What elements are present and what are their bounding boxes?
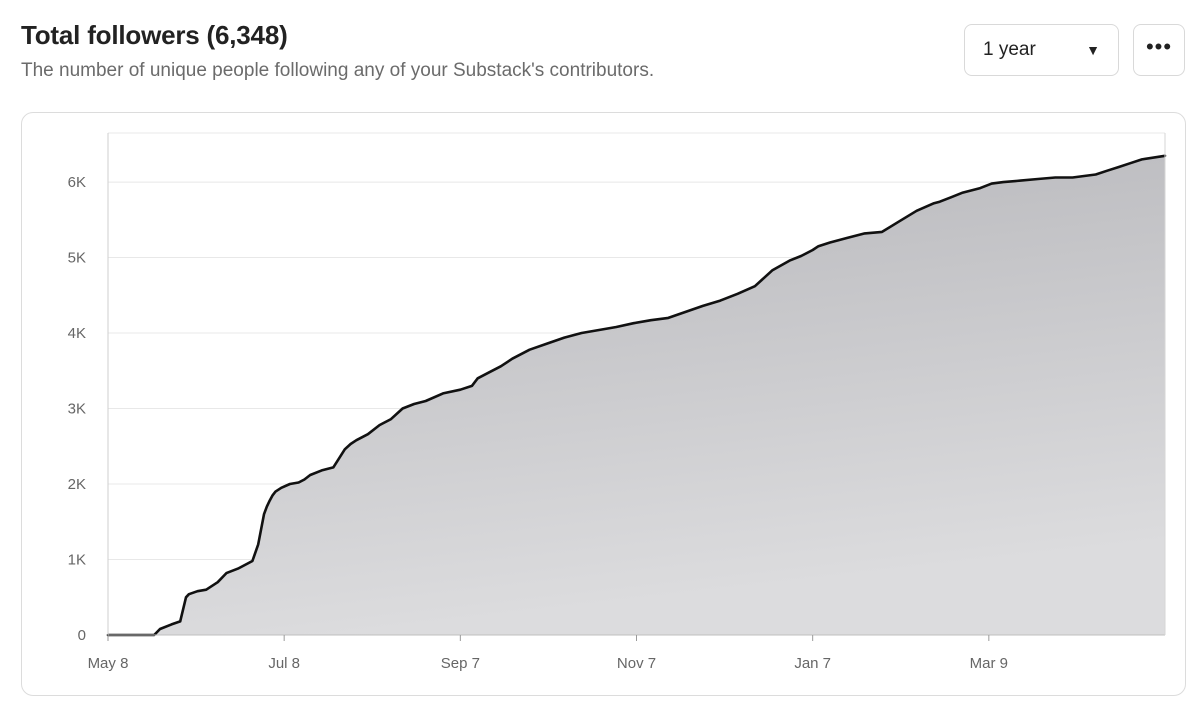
x-tick-label: Jul 8 xyxy=(268,655,300,672)
area-fill xyxy=(108,155,1165,636)
time-range-value: 1 year xyxy=(983,39,1036,60)
y-tick-label: 2K xyxy=(68,476,86,493)
y-tick-label: 5K xyxy=(68,250,86,267)
time-range-select[interactable]: 1 year ▼ xyxy=(964,24,1119,76)
y-tick-label: 3K xyxy=(68,401,86,418)
more-options-button[interactable]: ••• xyxy=(1133,24,1185,76)
chart-card: 0 1K 2K 3K 4K 5K 6K May 8 Jul 8 Sep 7 Nov 7 Jan 7 Ma… xyxy=(21,112,1186,696)
x-tick-label: Sep 7 xyxy=(441,655,480,672)
caret-down-icon: ▼ xyxy=(1086,42,1100,58)
y-tick-label: 1K xyxy=(68,552,86,569)
y-tick-label: 4K xyxy=(68,325,86,342)
x-tick-label: Jan 7 xyxy=(794,655,831,672)
ellipsis-icon: ••• xyxy=(1145,34,1173,59)
series-line xyxy=(106,154,1167,637)
y-tick-label: 0 xyxy=(78,627,86,644)
chart-title: Total followers (6,348) xyxy=(21,20,288,50)
y-tick-label: 6K xyxy=(68,174,86,191)
chart-subtitle: The number of unique people following an… xyxy=(21,60,655,81)
x-tick-label: May 8 xyxy=(88,655,129,672)
followers-area-chart: 0 1K 2K 3K 4K 5K 6K May 8 Jul 8 Sep 7 Nov 7 Jan 7 Ma… xyxy=(68,132,1167,672)
x-tick-label: Nov 7 xyxy=(617,655,656,672)
x-tick-label: Mar 9 xyxy=(970,655,1008,672)
